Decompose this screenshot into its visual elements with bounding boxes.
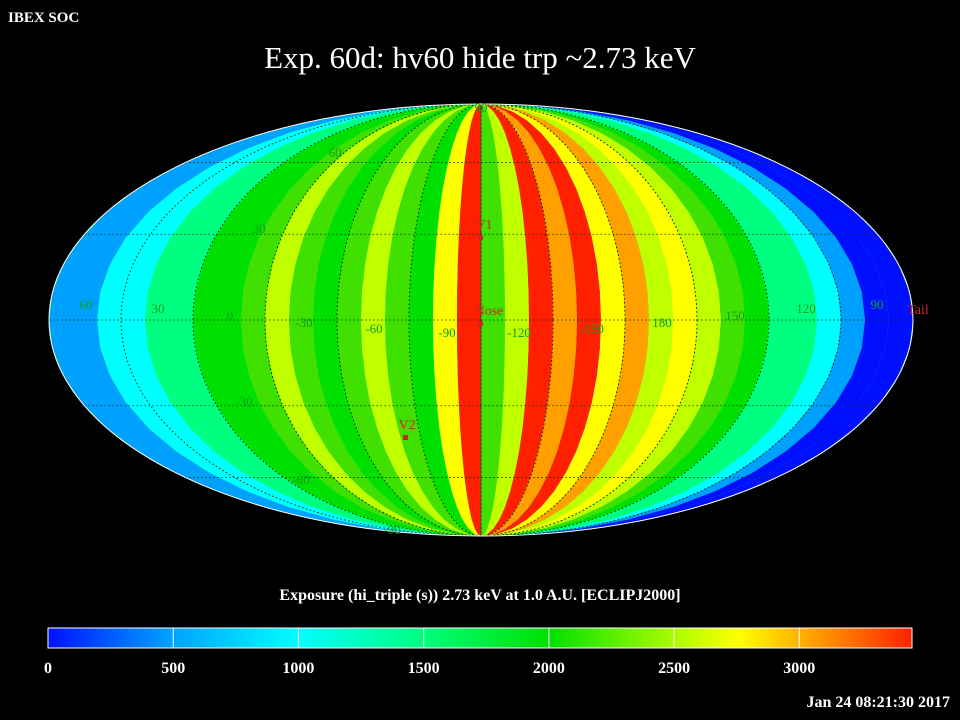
lon-label-minus150: -150 [580,321,604,336]
lon-label-minus120: -120 [507,325,531,340]
timestamp: Jan 24 08:21:30 2017 [806,694,950,711]
exposure-strip [337,104,481,536]
graticule [49,104,913,536]
lat-label-60: 60 [329,145,342,160]
exposure-strip [385,104,481,536]
exposure-strip [481,104,625,536]
exposure-strip [481,104,553,536]
nose-marker [478,321,483,326]
tail-label: Tail [907,303,929,318]
lat-label-minus30: -30 [235,394,252,409]
colorbar-title: Exposure (hi_triple (s)) 2.73 keV at 1.0… [279,587,681,604]
lon-label-minus30: -30 [295,315,312,330]
colorbar-tick-label: 0 [44,660,52,677]
v2-label: V2 [398,418,415,433]
exposure-strip [361,104,481,536]
lat-label-minus90: -90 [383,522,400,537]
colorbar-tick-label: 1000 [282,660,315,677]
exposure-strip [481,104,601,536]
exposure-strip [481,104,577,536]
colorbar-tick-label: 3000 [783,660,816,677]
colorbar-tick-label: 1500 [407,660,440,677]
map-title: Exp. 60d: hv60 hide trp ~2.73 keV [264,40,696,75]
lon-label-150: 150 [725,308,745,323]
colorbar [47,627,913,649]
lat-label-90: 90 [475,100,488,115]
lon-label-0: 0 [227,308,234,323]
nose-label: Nose [475,304,504,319]
lat-label-30: 30 [253,221,266,236]
v1-marker [478,235,483,240]
lon-label-minus60: -60 [365,321,382,336]
lon-label-60: 60 [80,297,93,312]
exposure-strip [409,104,481,536]
lon-label-180: 180 [652,315,672,330]
map-border [48,103,914,537]
lon-label-90: 90 [871,297,884,312]
soc-label: IBEX SOC [8,10,80,26]
colorbar-tick-label: 2000 [532,660,565,677]
v2-marker [403,435,408,440]
lon-label-minus90: -90 [438,325,455,340]
colorbar-gradient [47,627,913,649]
lat-label-minus60: -60 [292,472,309,487]
colorbar-tick-label: 500 [161,660,186,677]
colorbar-tick-label: 2500 [658,660,691,677]
colorbar-ticks [172,628,800,648]
v1-label: V1 [475,218,492,233]
exposure-strip [481,104,649,536]
sky-map[interactable]: 90 60 30 -30 -60 -90 60 30 0 -30 -60 -90… [0,0,960,600]
lon-label-30: 30 [152,301,165,316]
lon-label-120: 120 [796,301,816,316]
exposure-strip [313,104,481,536]
